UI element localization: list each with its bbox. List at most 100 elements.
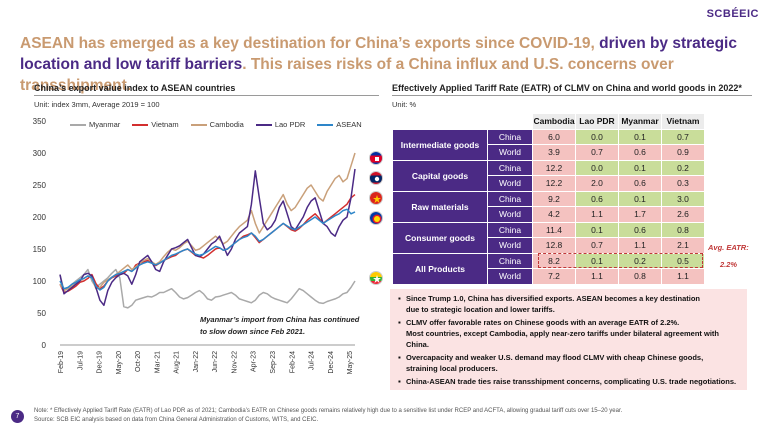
col-header-myanmar: Myanmar [618,113,662,130]
bullet-4: China-ASEAN trade ties raise transshipme… [398,376,741,387]
x-tick-label: May-20 [116,351,123,374]
bullet-2: CLMV offer favorable rates on Chinese go… [398,317,741,350]
table-row: World 4.2 1.1 1.7 2.6 [393,206,705,223]
country-label: World [487,268,533,285]
row-group-label: Consumer goods [392,221,488,254]
table-cell: 0.0 [575,159,619,176]
table-cell: 4.2 [532,206,576,223]
country-label: China [487,252,533,269]
bullet-3: Overcapacity and weaker U.S. demand may … [398,352,741,374]
table-row: Capital goods China 12.2 0.0 0.1 0.2 [392,159,705,192]
left-unit-label: Unit: index 3mm, Average 2019 = 100 [34,100,160,109]
col-header-vietnam: Vietnam [661,113,705,130]
x-tick-label: May-25 [347,351,354,374]
myanmar-flag-icon [369,271,383,285]
table-cell: 2.0 [575,175,619,192]
right-section-divider [392,95,752,96]
table-cell: 0.1 [575,221,619,238]
avg-eatr-label: Avg. EATR: [708,243,749,252]
table-cell: 0.3 [661,175,705,192]
key-takeaways-box: Since Trump 1.0, China has diversified e… [390,289,747,390]
table-cell: 9.2 [532,190,576,207]
table-cell: 0.1 [618,159,662,176]
y-tick-label: 50 [37,309,46,318]
table-body: Intermediate goods China 6.0 0.0 0.1 0.7 World… [392,128,705,285]
table-cell: 0.7 [575,237,619,254]
series-line-cambodia [59,152,356,292]
country-label: World [487,144,533,161]
vietnam-flag-icon [369,191,383,205]
table-cell: 8.2 [532,252,576,269]
export-index-line-chart: 0 50 100 150 200 250 300 350 Feb-19 Jul-19 Dec-19 M… [33,117,356,374]
table-row: World 12.2 2.0 0.6 0.3 [393,175,705,192]
x-tick-label: Jul-19 [77,351,84,370]
left-section-divider [34,95,379,96]
table-cell: 1.7 [618,206,662,223]
series-line-lao-pdr [59,168,356,307]
x-tick-label: Nov-22 [231,351,238,374]
chart-legend: Myanmar Vietnam Cambodia Lao PDR ASEAN [70,120,362,129]
table-cell: 3.9 [532,144,576,161]
table-cell: 1.1 [661,268,705,285]
country-label: China [487,128,533,145]
table-cell: 7.2 [532,268,576,285]
table-cell: 0.1 [618,128,662,145]
right-unit-label: Unit: % [392,100,417,109]
x-tick-label: Dec-19 [97,351,104,374]
page-headline: ASEAN has emerged as a key destination f… [20,33,760,96]
x-tick-label: Feb-19 [58,351,65,373]
table-cell: 2.1 [661,237,705,254]
table-cell: 6.0 [532,128,576,145]
headline-part-1: ASEAN has emerged as a key destination f… [20,35,600,52]
table-row: World 12.8 0.7 1.1 2.1 [393,237,705,254]
row-group-label: Raw materials [392,190,488,223]
table-cell: 0.6 [618,175,662,192]
table-cell: 0.6 [575,190,619,207]
table-cell: 12.2 [532,159,576,176]
table-cell: 0.7 [575,144,619,161]
table-cell: 1.1 [575,268,619,285]
series-line-asean [59,208,356,291]
series-line-myanmar [59,268,356,309]
col-header-laos: Lao PDR [575,113,619,130]
brand-logo: SCBÉEIC [706,8,759,20]
legend-item-laos: Lao PDR [255,120,305,129]
footnote-source: Source: SCB EIC analysis based on data f… [34,417,319,423]
table-cell: 0.8 [618,268,662,285]
table-cell: 0.7 [661,128,705,145]
table-cell: 0.6 [618,144,662,161]
table-cell: 0.9 [661,144,705,161]
table-cell: 0.2 [661,159,705,176]
x-tick-label: Oct-20 [135,351,142,372]
avg-eatr-value: 2.2% [720,260,738,269]
eatr-table: Cambodia Lao PDR Myanmar Vietnam Interme… [392,113,705,285]
country-label: China [487,190,533,207]
row-group-label: Intermediate goods [392,128,488,161]
x-tick-label: Dec-24 [328,351,335,374]
table-cell: 12.8 [532,237,576,254]
asean-flag-icon [369,211,383,225]
x-tick-label: Mar-21 [154,351,161,373]
headline-highlight: driven by strategic location and low tar… [20,35,737,73]
y-tick-label: 100 [33,277,47,286]
x-tick-label: Jul-24 [309,351,316,370]
country-label: World [487,237,533,254]
table-cell: 12.2 [532,175,576,192]
legend-item-asean: ASEAN [317,120,362,129]
table-cell: 1.1 [575,206,619,223]
col-header-cambodia: Cambodia [532,113,576,130]
table-cell: 3.0 [661,190,705,207]
row-group-label: All Products [392,252,488,285]
y-tick-label: 250 [33,181,47,190]
table-cell: 11.4 [532,221,576,238]
y-tick-label: 300 [33,149,47,158]
table-row: Raw materials China 9.2 0.6 0.1 3.0 [392,190,705,223]
right-section-title: Effectively Applied Tariff Rate (EATR) o… [392,83,742,93]
laos-flag-icon [369,171,383,185]
avg-eatr-highlight-box [538,253,703,268]
table-cell: 0.0 [575,128,619,145]
y-tick-label: 150 [33,245,47,254]
x-tick-label: Jun-22 [212,351,219,373]
myanmar-annotation: Myanmar’s import from China has continue… [200,315,360,336]
table-cell: 0.5 [661,252,705,269]
